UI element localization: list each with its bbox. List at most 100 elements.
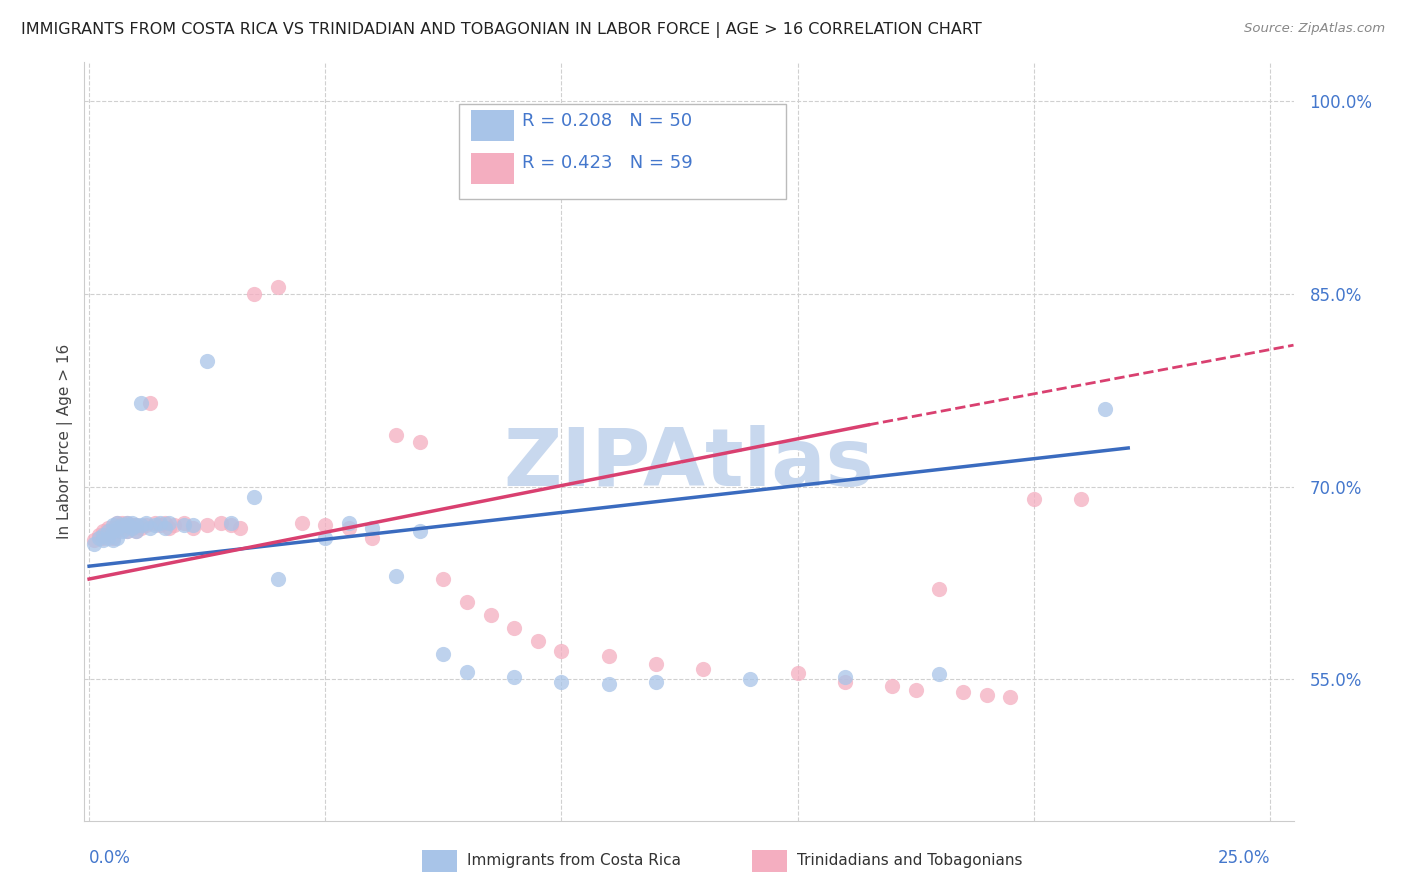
Point [107, 516, 129, 530]
Text: R = 0.423   N = 59: R = 0.423 N = 59 [522, 154, 693, 172]
Point [952, 685, 974, 699]
Point [87, 531, 110, 545]
Point [139, 396, 162, 410]
Point [229, 521, 252, 535]
Point [111, 516, 134, 530]
Point [503, 621, 526, 635]
Point [456, 595, 478, 609]
Point [337, 521, 360, 535]
Point [209, 516, 232, 530]
Point [834, 674, 856, 689]
Point [143, 516, 166, 530]
Point [181, 518, 204, 533]
Text: R = 0.208   N = 50: R = 0.208 N = 50 [522, 112, 692, 130]
Point [692, 662, 714, 676]
Text: Immigrants from Costa Rica: Immigrants from Costa Rica [467, 854, 681, 868]
Point [219, 518, 242, 533]
Point [111, 518, 134, 533]
Point [219, 516, 242, 530]
Point [1094, 402, 1116, 417]
Point [337, 516, 360, 530]
Point [87, 528, 110, 542]
Point [786, 665, 808, 680]
Point [432, 572, 454, 586]
Point [115, 518, 138, 533]
Point [550, 644, 572, 658]
Point [135, 518, 157, 533]
Point [880, 679, 903, 693]
Point [291, 516, 314, 530]
Point [91, 528, 114, 542]
Point [456, 665, 478, 679]
FancyBboxPatch shape [471, 111, 513, 141]
Point [101, 533, 124, 548]
Point [111, 524, 134, 539]
Point [834, 670, 856, 684]
Point [598, 649, 620, 664]
Point [644, 657, 666, 671]
Point [139, 521, 162, 535]
Point [101, 521, 124, 535]
Point [107, 521, 129, 535]
Point [385, 428, 408, 442]
Point [409, 434, 432, 449]
Point [243, 286, 266, 301]
Point [598, 677, 620, 691]
Point [153, 521, 176, 535]
Point [267, 572, 290, 586]
Point [928, 582, 950, 597]
Point [1070, 492, 1092, 507]
Point [385, 569, 408, 583]
Point [115, 524, 138, 539]
Point [181, 521, 204, 535]
Point [121, 521, 143, 535]
Point [149, 518, 172, 533]
Text: ZIPAtlas: ZIPAtlas [503, 425, 875, 503]
Point [97, 531, 120, 545]
Y-axis label: In Labor Force | Age > 16: In Labor Force | Age > 16 [58, 344, 73, 539]
Point [527, 633, 550, 648]
Text: 25.0%: 25.0% [1218, 849, 1270, 867]
Point [149, 516, 172, 530]
Point [409, 524, 432, 539]
Point [121, 516, 143, 530]
Point [243, 490, 266, 504]
Point [115, 516, 138, 530]
Text: 0.0%: 0.0% [89, 849, 131, 867]
Point [111, 521, 134, 535]
Point [998, 690, 1021, 705]
Point [928, 667, 950, 681]
Point [91, 531, 114, 545]
Text: Source: ZipAtlas.com: Source: ZipAtlas.com [1244, 22, 1385, 36]
Point [314, 531, 336, 545]
Point [976, 688, 998, 702]
Point [503, 670, 526, 684]
Point [83, 533, 105, 548]
Point [121, 521, 143, 535]
Point [644, 674, 666, 689]
Point [432, 647, 454, 661]
Point [267, 280, 290, 294]
Point [121, 518, 143, 533]
Point [101, 531, 124, 545]
Point [91, 533, 114, 548]
Point [157, 516, 180, 530]
Point [361, 521, 384, 535]
Text: IMMIGRANTS FROM COSTA RICA VS TRINIDADIAN AND TOBAGONIAN IN LABOR FORCE | AGE > : IMMIGRANTS FROM COSTA RICA VS TRINIDADIA… [21, 22, 981, 38]
Point [125, 524, 148, 539]
Point [107, 516, 129, 530]
Point [125, 518, 148, 533]
Point [115, 516, 138, 530]
Point [129, 518, 152, 533]
Point [83, 537, 105, 551]
Point [1022, 492, 1045, 507]
Point [135, 516, 157, 530]
Point [129, 521, 152, 535]
Point [115, 524, 138, 539]
Point [157, 521, 180, 535]
Point [173, 516, 195, 530]
Point [97, 524, 120, 539]
Point [153, 516, 176, 530]
Point [195, 353, 218, 368]
Point [97, 521, 120, 535]
